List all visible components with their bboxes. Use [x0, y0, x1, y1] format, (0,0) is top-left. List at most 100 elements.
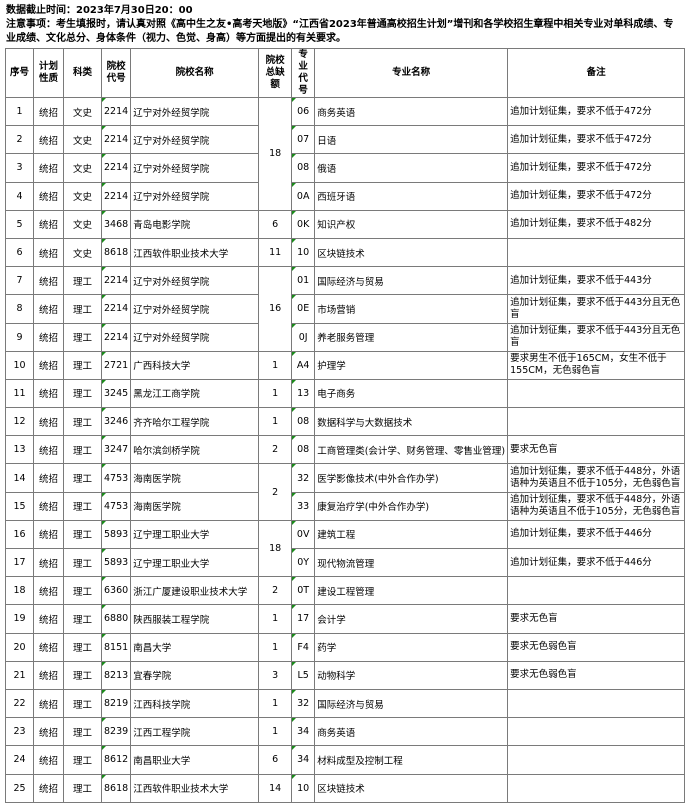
plan-type-cell: 统招	[33, 632, 64, 662]
major-code-cell: 32	[291, 463, 316, 493]
row-number-cell: 9	[5, 322, 34, 352]
row-number-cell: 23	[5, 717, 34, 747]
major-code-cell: 07	[291, 125, 316, 155]
category-cell: 理工	[63, 773, 102, 803]
school-code-cell: 8239	[100, 717, 132, 747]
school-code-cell: 6880	[100, 604, 132, 634]
category-cell: 理工	[63, 717, 102, 747]
school-code-cell: 2214	[100, 181, 132, 211]
school-name-cell: 海南医学院	[130, 463, 260, 493]
table-row: 9 统招 理工 2214 辽宁对外经贸学院 0J 养老服务管理 追加计划征集，要求不低于443…	[5, 322, 686, 352]
major-code-cell: 08	[291, 407, 316, 437]
table-row: 7 统招 理工 2214 辽宁对外经贸学院 16 01 国际经济与贸易 追加计划征集，要求不低于…	[5, 266, 686, 352]
major-name-cell: 药学	[314, 632, 509, 662]
table-row: 25 统招 理工 8618 江西软件职业技术大学 14 10 区块链技术	[5, 773, 686, 803]
table-row: 2 统招 文史 2214 辽宁对外经贸学院 07 日语 追加计划征集，要求不低于472分	[5, 125, 686, 155]
plan-type-cell: 统招	[33, 688, 64, 719]
plan-type-cell: 统招	[33, 463, 64, 493]
school-name-cell: 广西科技大学	[130, 350, 260, 380]
major-code-cell: 34	[291, 745, 316, 775]
major-code-cell: L5	[291, 660, 316, 690]
row-number-cell: 12	[5, 407, 34, 437]
school-quota-cell: 18	[258, 97, 293, 211]
row-number-cell: 20	[5, 632, 34, 662]
remark-cell	[507, 237, 686, 268]
plan-type-cell: 统招	[33, 322, 64, 352]
major-code-cell: 10	[291, 237, 316, 268]
category-cell: 理工	[63, 463, 102, 493]
table-row: 15 统招 理工 4753 海南医学院 33 康复治疗学(中外合作办学) 追加计划征集，要求不…	[5, 491, 686, 521]
row-number-cell: 6	[5, 237, 34, 268]
admission-table: 序号 计划性质 科类 院校代号 院校名称 院校总缺额 专业代号 专业名称 备注 1 统招 文史 221…	[5, 48, 686, 803]
major-name-cell: 养老服务管理	[314, 322, 509, 352]
school-code-cell: 8618	[100, 773, 132, 803]
school-quota-cell: 2	[258, 576, 293, 606]
school-name-cell: 南昌职业大学	[130, 745, 260, 775]
category-cell: 理工	[63, 294, 102, 324]
category-cell: 理工	[63, 491, 102, 521]
school-name-cell: 青岛电影学院	[130, 209, 260, 239]
major-name-cell: 会计学	[314, 604, 509, 634]
column-header: 专业代号	[291, 48, 316, 98]
school-code-cell: 8612	[100, 745, 132, 775]
table-row: 21 统招 理工 8213 宜春学院 3 L5 动物科学 要求无色弱色盲	[5, 660, 686, 690]
school-quota-cell: 1	[258, 604, 293, 634]
remark-cell: 要求无色弱色盲	[507, 660, 686, 690]
deadline-text: 数据截止时间：2023年7月30日20：00	[6, 5, 193, 16]
major-name-cell: 市场营销	[314, 294, 509, 324]
column-header: 科类	[63, 48, 102, 98]
school-quota-cell: 1	[258, 350, 293, 380]
major-name-cell: 现代物流管理	[314, 547, 509, 578]
table-row: 20 统招 理工 8151 南昌大学 1 F4 药学 要求无色弱色盲	[5, 632, 686, 662]
school-name-cell: 哈尔滨剑桥学院	[130, 435, 260, 465]
table-row: 1 统招 文史 2214 辽宁对外经贸学院 18 06 商务英语 追加计划征集，要求不低于472…	[5, 96, 686, 211]
category-cell: 理工	[63, 604, 102, 634]
category-cell: 理工	[63, 266, 102, 296]
row-number-cell: 7	[5, 266, 34, 296]
category-cell: 理工	[63, 576, 102, 606]
plan-type-cell: 统招	[33, 153, 64, 183]
plan-type-cell: 统招	[33, 604, 64, 634]
row-number-cell: 4	[5, 181, 34, 211]
row-number-cell: 17	[5, 547, 34, 578]
school-name-cell: 海南医学院	[130, 491, 260, 521]
school-name-cell: 辽宁对外经贸学院	[130, 153, 260, 183]
remark-cell	[507, 378, 686, 409]
remark-cell: 追加计划征集，要求不低于472分	[507, 96, 686, 127]
major-code-cell: 32	[291, 688, 316, 719]
major-code-cell: 0T	[291, 576, 316, 606]
school-quota-cell: 14	[258, 773, 293, 803]
row-number-cell: 15	[5, 491, 34, 521]
school-name-cell: 江西工程学院	[130, 717, 260, 747]
plan-type-cell: 统招	[33, 407, 64, 437]
category-cell: 理工	[63, 322, 102, 352]
school-name-cell: 齐齐哈尔工程学院	[130, 407, 260, 437]
table-row: 4 统招 文史 2214 辽宁对外经贸学院 0A 西班牙语 追加计划征集，要求不低于472分	[5, 181, 686, 211]
row-number-cell: 21	[5, 660, 34, 690]
table-row: 6 统招 文史 8618 江西软件职业技术大学 11 10 区块链技术	[5, 237, 686, 268]
row-number-cell: 1	[5, 96, 34, 127]
school-code-cell: 2214	[100, 96, 132, 127]
school-quota-cell: 6	[258, 745, 293, 775]
school-name-cell: 辽宁理工职业大学	[130, 519, 260, 550]
notice: 数据截止时间：2023年7月30日20：00 注意事项：考生填报时，请认真对照《…	[6, 4, 682, 46]
category-cell: 理工	[63, 632, 102, 662]
major-code-cell: 0A	[291, 181, 316, 211]
row-number-cell: 18	[5, 576, 34, 606]
major-name-cell: 区块链技术	[314, 237, 509, 268]
school-code-cell: 4753	[100, 491, 132, 521]
row-number-cell: 16	[5, 519, 34, 550]
major-code-cell: 01	[291, 266, 316, 296]
remark-cell: 追加计划征集，要求不低于448分，外语语种为英语且不低于105分，无色弱色盲	[507, 463, 686, 493]
plan-type-cell: 统招	[33, 547, 64, 578]
major-name-cell: 动物科学	[314, 660, 509, 690]
plan-type-cell: 统招	[33, 491, 64, 521]
school-code-cell: 2214	[100, 153, 132, 183]
remark-cell: 要求男生不低于165CM，女生不低于155CM，无色弱色盲	[507, 350, 686, 380]
major-code-cell: 17	[291, 604, 316, 634]
category-cell: 理工	[63, 688, 102, 719]
school-name-cell: 江西科技学院	[130, 688, 260, 719]
table-row: 23 统招 理工 8239 江西工程学院 1 34 商务英语	[5, 717, 686, 747]
remark-cell: 追加计划征集，要求不低于443分且无色盲	[507, 322, 686, 352]
table-row: 3 统招 文史 2214 辽宁对外经贸学院 08 俄语 追加计划征集，要求不低于472分	[5, 153, 686, 183]
